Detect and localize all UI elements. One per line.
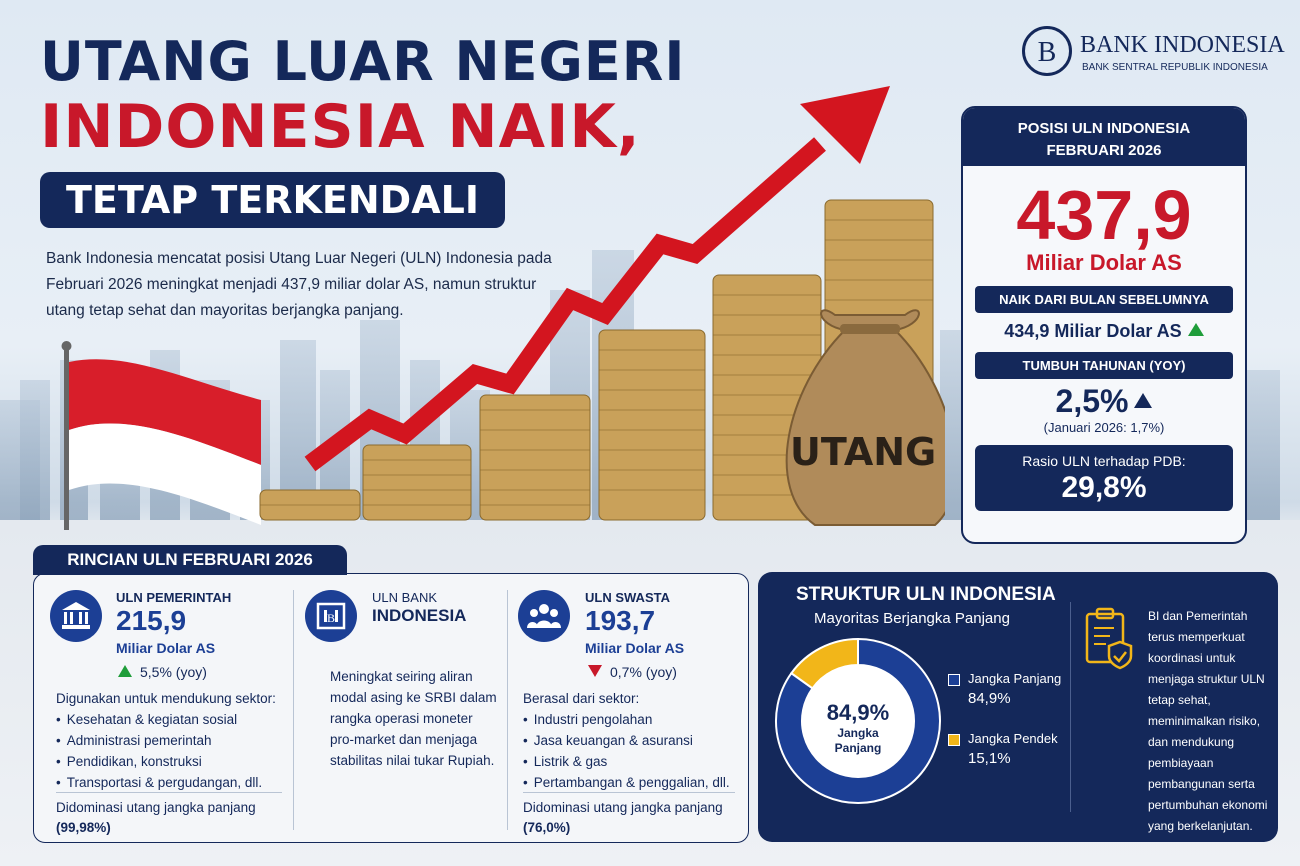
bag-label: UTANG (790, 430, 937, 474)
svg-text:B: B (327, 611, 335, 625)
up-arrow-icon (118, 665, 132, 677)
pemerintah-yoy-row: 5,5% (yoy) (118, 664, 207, 680)
title-line-2: INDONESIA NAIK, (40, 92, 641, 162)
pemerintah-title: ULN PEMERINTAH (116, 590, 232, 605)
total-value: 437,9 (1016, 176, 1192, 254)
swasta-foot: Didominasi utang jangka panjang (76,0%) (523, 798, 723, 838)
column-divider (507, 590, 508, 830)
intro-text: Bank Indonesia mencatat posisi Utang Lua… (46, 250, 552, 319)
list-item: Industri pengolahan (523, 709, 748, 730)
summary-heading-line2: FEBRUARI 2026 (1046, 142, 1162, 159)
donut-chart (775, 637, 941, 804)
ratio-label: Rasio ULN terhadap PDB: (1022, 453, 1186, 469)
legend-label-long: Jangka Panjang (968, 671, 1062, 686)
logo-subtitle: BANK SENTRAL REPUBLIK INDONESIA (1082, 62, 1268, 73)
bank-text: Meningkat seiring aliran modal asing ke … (330, 669, 497, 768)
legend-value-long: 84,9% (968, 690, 1011, 707)
struktur-note: BI dan Pemerintah terus memperkuat koord… (1148, 609, 1268, 833)
summary-panel: POSISI ULN INDONESIA FEBRUARI 2026 437,9… (961, 106, 1247, 544)
pemerintah-foot2: (99,98%) (56, 820, 111, 835)
list-item: Pertambangan & penggalian, dll. (523, 772, 748, 793)
yoy-value-row: 2,5% (963, 383, 1245, 420)
center-label-1: Jangka (837, 726, 879, 740)
yoy-value: 2,5% (1055, 383, 1129, 419)
legend-value-short: 15,1% (968, 750, 1011, 767)
red-arrow-up-icon (304, 86, 890, 472)
swasta-yoy-row: 0,7% (yoy) (588, 664, 677, 680)
bank-indonesia-logo: B BANK INDONESIA BANK SENTRAL REPUBLIK I… (1022, 26, 1285, 78)
up-arrow-icon (1187, 323, 1204, 336)
summary-heading: POSISI ULN INDONESIA FEBRUARI 2026 (963, 108, 1245, 166)
ratio-box: Rasio ULN terhadap PDB: 29,8% (975, 445, 1233, 511)
list-item: Transportasi & pergudangan, dll. (56, 772, 296, 793)
rincian-tab: RINCIAN ULN FEBRUARI 2026 (33, 545, 347, 575)
swasta-title: ULN SWASTA (585, 590, 670, 605)
pemerintah-intro: Digunakan untuk mendukung sektor: (56, 691, 276, 706)
divider (56, 792, 282, 793)
legend-swatch-short (948, 734, 960, 746)
pemerintah-foot: Didominasi utang jangka panjang (99,98%) (56, 798, 256, 838)
divider (1070, 602, 1071, 812)
pemerintah-value: 215,9 (116, 605, 187, 636)
divider (523, 792, 735, 793)
pemerintah-sectors: Digunakan untuk mendukung sektor: Keseha… (56, 688, 296, 793)
bank-title-1: ULN BANK (372, 590, 438, 605)
swasta-foot1: Didominasi utang jangka panjang (523, 800, 723, 815)
donut-center-value: 84,9% (826, 700, 890, 725)
pemerintah-yoy: 5,5% (yoy) (140, 664, 207, 680)
coin-stacks-illustration (259, 199, 945, 526)
swasta-intro: Berasal dari sektor: (523, 691, 640, 706)
struktur-title: STRUKTUR ULN INDONESIA (796, 584, 1056, 605)
bank-title-2: INDONESIA (372, 606, 467, 625)
list-item: Listrik & gas (523, 751, 748, 772)
yoy-note: (Januari 2026: 1,7%) (1043, 420, 1165, 435)
swasta-value: 193,7 (585, 605, 656, 636)
swasta-foot2: (76,0%) (523, 820, 571, 835)
list-item: Jasa keuangan & asuransi (523, 730, 748, 751)
svg-text:B: B (1038, 37, 1057, 68)
prev-label: NAIK DARI BULAN SEBELUMNYA (975, 286, 1233, 313)
yoy-label: TUMBUH TAHUNAN (YOY) (975, 352, 1233, 379)
summary-heading-line1: POSISI ULN INDONESIA (1017, 120, 1191, 137)
legend-label-short: Jangka Pendek (968, 731, 1058, 746)
prev-value: 434,9 Miliar Dolar AS (1004, 321, 1182, 341)
prev-value-row: 434,9 Miliar Dolar AS (963, 321, 1245, 342)
center-label-2: Panjang (834, 741, 882, 755)
bi-logo-icon: B (1022, 26, 1072, 76)
list-item: Kesehatan & kegiatan sosial (56, 709, 296, 730)
struktur-panel: STRUKTUR ULN INDONESIA Mayoritas Berjang… (758, 572, 1278, 842)
title-line-1: UTANG LUAR NEGERI (40, 30, 686, 93)
indonesia-flag-icon (61, 341, 261, 530)
down-arrow-icon (588, 665, 602, 677)
swasta-unit: Miliar Dolar AS (585, 640, 685, 656)
swasta-yoy: 0,7% (yoy) (610, 664, 677, 680)
people-group-icon (518, 590, 570, 642)
donut-hole (802, 665, 914, 777)
pemerintah-foot1: Didominasi utang jangka panjang (56, 800, 256, 815)
ratio-value: 29,8% (1061, 471, 1147, 504)
swasta-sectors: Berasal dari sektor: Industri pengolahan… (523, 688, 748, 793)
clipboard-shield-icon (1085, 607, 1133, 670)
bank-building-icon: B (305, 590, 357, 642)
rincian-panel (33, 573, 749, 843)
list-item: Pendidikan, konstruksi (56, 751, 296, 772)
legend-swatch-long (948, 674, 960, 686)
total-unit: Miliar Dolar AS (1026, 250, 1182, 275)
pemerintah-unit: Miliar Dolar AS (116, 640, 216, 656)
logo-name: BANK INDONESIA (1080, 32, 1285, 58)
title-line-3: TETAP TERKENDALI (40, 172, 505, 228)
up-arrow-icon (1134, 393, 1153, 408)
government-building-icon (50, 590, 102, 642)
column-divider (293, 590, 294, 830)
list-item: Administrasi pemerintah (56, 730, 296, 751)
donut-center-label: Jangka Panjang (818, 726, 898, 756)
struktur-subtitle: Mayoritas Berjangka Panjang (814, 610, 1010, 627)
